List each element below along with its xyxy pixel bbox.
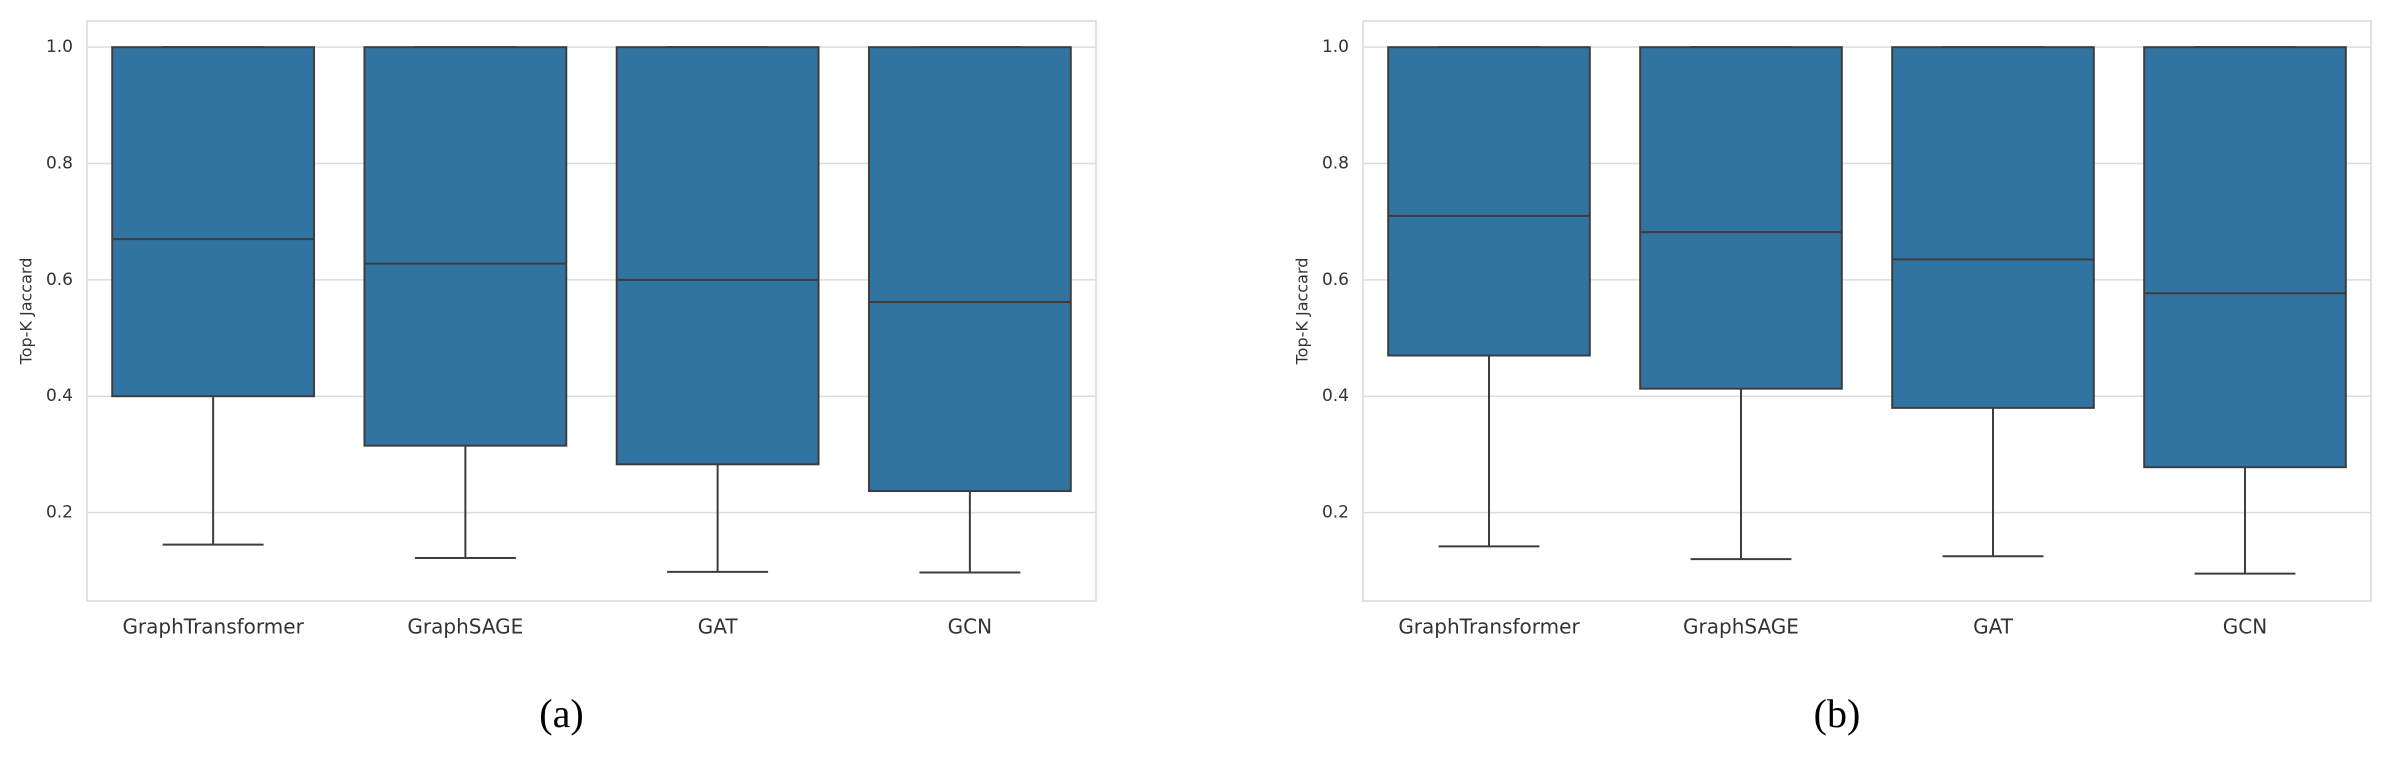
x-tick-label: GraphTransformer xyxy=(1398,615,1580,639)
box xyxy=(111,46,316,398)
box xyxy=(363,46,568,447)
y-tick-label: 0.6 xyxy=(1322,270,1349,290)
y-tick-label: 1.0 xyxy=(1322,37,1349,57)
x-tick-label: GCN xyxy=(2223,615,2267,639)
caption: (b) xyxy=(1814,691,1861,736)
x-tick-label: GCN xyxy=(948,615,992,639)
x-tick-label: GraphSAGE xyxy=(407,615,523,639)
box xyxy=(1387,46,1591,357)
y-tick-label: 0.2 xyxy=(1322,503,1349,523)
x-tick-label: GAT xyxy=(1973,615,2014,639)
y-tick-label: 0.6 xyxy=(46,270,73,290)
y-tick-label: 0.8 xyxy=(1322,154,1349,174)
y-axis-label: Top-K Jaccard xyxy=(1293,258,1312,366)
box xyxy=(2143,46,2347,469)
y-tick-label: 0.4 xyxy=(46,386,73,406)
x-tick-label: GAT xyxy=(698,615,739,639)
box xyxy=(867,46,1072,493)
box xyxy=(1891,46,2095,409)
box xyxy=(615,46,820,466)
caption: (a) xyxy=(539,691,583,736)
x-tick-label: GraphTransformer xyxy=(122,615,304,639)
y-tick-label: 0.8 xyxy=(46,154,73,174)
y-tick-label: 1.0 xyxy=(46,37,73,57)
box xyxy=(1639,46,1843,390)
x-tick-label: GraphSAGE xyxy=(1683,615,1799,639)
y-tick-label: 0.4 xyxy=(1322,386,1349,406)
y-tick-label: 0.2 xyxy=(46,503,73,523)
y-axis-label: Top-K Jaccard xyxy=(17,258,36,366)
